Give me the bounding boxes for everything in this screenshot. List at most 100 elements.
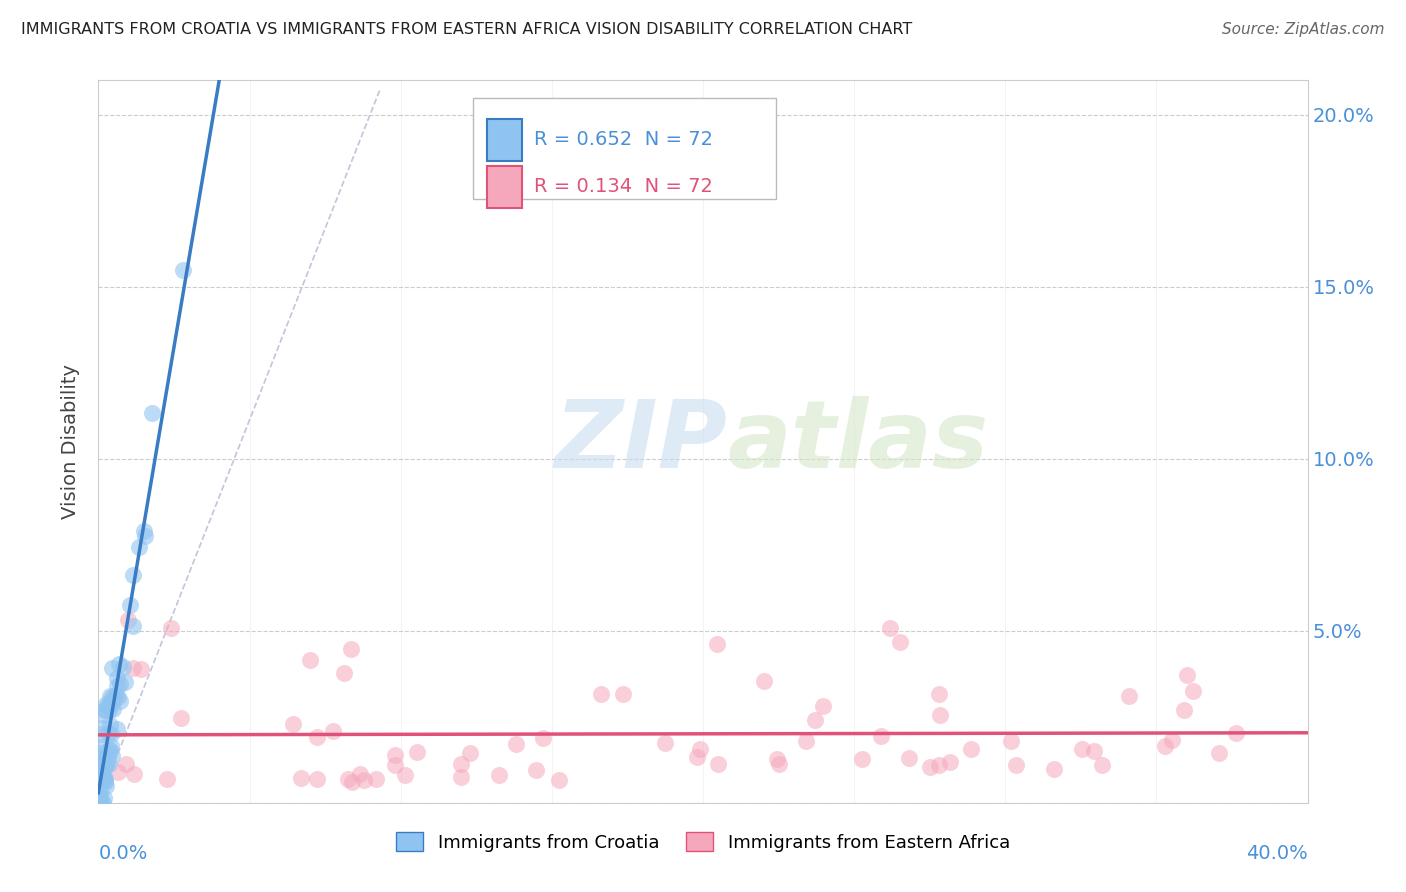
Point <box>898 751 921 765</box>
Point <box>488 767 510 781</box>
Point <box>384 747 406 762</box>
Point <box>105 680 128 694</box>
Point <box>505 737 527 751</box>
Point <box>105 722 128 736</box>
Point <box>91 721 114 735</box>
Point <box>100 661 122 675</box>
Point <box>94 779 117 793</box>
Point <box>94 703 117 717</box>
Text: ZIP: ZIP <box>554 395 727 488</box>
Point <box>458 746 481 760</box>
Point <box>322 723 344 738</box>
Point <box>114 675 136 690</box>
FancyBboxPatch shape <box>486 119 522 161</box>
Point <box>89 790 111 805</box>
Text: IMMIGRANTS FROM CROATIA VS IMMIGRANTS FROM EASTERN AFRICA VISION DISABILITY CORR: IMMIGRANTS FROM CROATIA VS IMMIGRANTS FR… <box>21 22 912 37</box>
Point <box>98 690 121 704</box>
Point <box>98 743 121 757</box>
Point <box>97 746 120 760</box>
Point <box>105 671 128 685</box>
Text: atlas: atlas <box>727 395 988 488</box>
Point <box>132 524 155 538</box>
Point <box>129 662 152 676</box>
Point <box>307 731 329 745</box>
Point <box>89 796 111 810</box>
Point <box>531 731 554 746</box>
Point <box>337 772 360 787</box>
Point <box>122 767 145 781</box>
Point <box>93 708 115 723</box>
Point <box>101 748 124 763</box>
Point <box>1182 684 1205 698</box>
Point <box>108 657 131 672</box>
Point <box>101 690 124 704</box>
Point <box>97 703 120 717</box>
Point <box>765 752 787 766</box>
Point <box>93 791 115 805</box>
Point <box>89 755 111 769</box>
Point <box>128 540 150 554</box>
Point <box>406 746 429 760</box>
Point <box>94 774 117 789</box>
Point <box>110 677 132 691</box>
Point <box>589 686 612 700</box>
Point <box>342 775 364 789</box>
Point <box>114 757 136 772</box>
Point <box>134 529 156 543</box>
Point <box>918 759 941 773</box>
Text: R = 0.134  N = 72: R = 0.134 N = 72 <box>534 178 713 196</box>
Point <box>93 762 115 776</box>
Point <box>100 694 122 708</box>
Point <box>305 772 328 786</box>
Point <box>94 757 117 772</box>
Point <box>100 727 122 741</box>
Point <box>112 660 135 674</box>
Point <box>281 716 304 731</box>
Point <box>450 770 472 784</box>
Legend: Immigrants from Croatia, Immigrants from Eastern Africa: Immigrants from Croatia, Immigrants from… <box>389 825 1017 859</box>
Point <box>879 621 901 635</box>
Point <box>172 262 194 277</box>
Point <box>108 694 131 708</box>
Point <box>89 796 111 810</box>
Point <box>101 702 124 716</box>
Point <box>1118 689 1140 703</box>
Point <box>89 790 111 805</box>
Point <box>1173 703 1195 717</box>
Point <box>928 757 950 772</box>
Point <box>1175 668 1198 682</box>
Point <box>89 775 111 789</box>
Point <box>94 772 117 787</box>
Point <box>689 741 711 756</box>
Point <box>100 739 122 754</box>
Point <box>1000 733 1022 747</box>
Point <box>170 711 193 725</box>
Point <box>1161 733 1184 747</box>
Point <box>91 796 114 810</box>
Point <box>869 729 891 743</box>
Point <box>89 756 111 771</box>
Point <box>105 688 128 702</box>
Text: Source: ZipAtlas.com: Source: ZipAtlas.com <box>1222 22 1385 37</box>
Point <box>1005 757 1028 772</box>
Point <box>685 750 707 764</box>
Point <box>94 697 117 711</box>
Point <box>928 707 950 722</box>
Point <box>97 757 120 772</box>
Point <box>290 771 312 785</box>
Point <box>612 687 634 701</box>
Point <box>394 768 416 782</box>
Point <box>889 635 911 649</box>
Point <box>524 763 547 777</box>
Point <box>122 619 145 633</box>
Point <box>706 757 728 772</box>
Point <box>90 769 112 783</box>
Point <box>98 718 121 732</box>
Point <box>1225 726 1247 740</box>
Point <box>89 749 111 764</box>
Point <box>349 767 371 781</box>
Point <box>938 756 960 770</box>
Point <box>93 770 115 784</box>
Point <box>1043 762 1066 776</box>
Point <box>384 758 406 772</box>
